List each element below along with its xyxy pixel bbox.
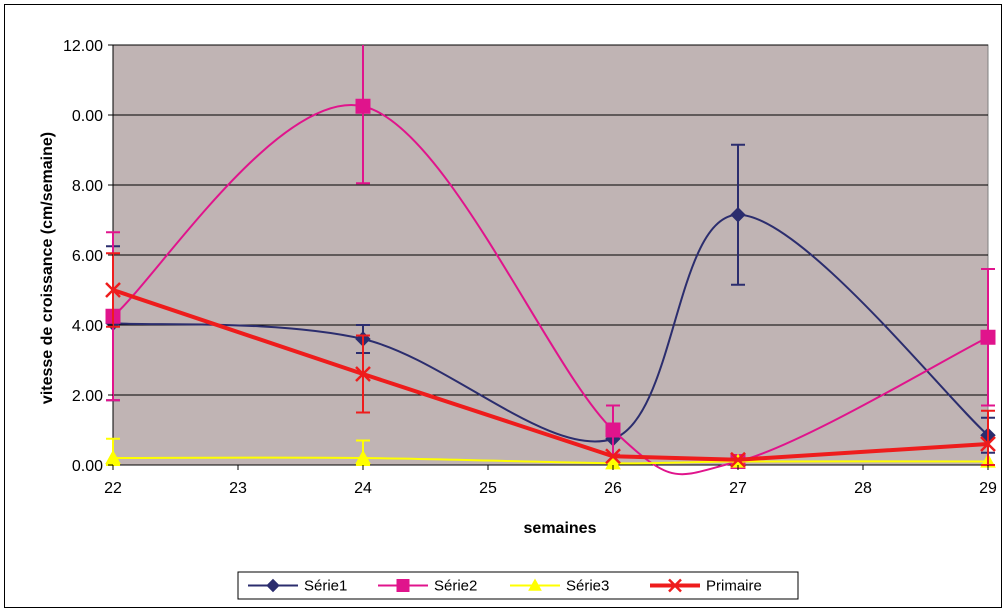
data-point (605, 448, 621, 465)
legend: Série1 Série2 Série3 Primaire (237, 571, 799, 600)
series-line (112, 213, 989, 443)
y-tick-label-0: 12.00 (63, 38, 103, 55)
x-tick-label-5: 27 (729, 480, 747, 497)
series-line (112, 456, 989, 465)
data-point (605, 422, 621, 438)
series-line (112, 103, 989, 476)
y-axis-title: vitesse de croissance (cm/semaine) (39, 132, 56, 404)
x-tick-label-0: 22 (104, 480, 122, 497)
legend-swatch-marker (396, 579, 410, 592)
data-point (730, 207, 746, 223)
data-point (355, 449, 371, 465)
legend-label: Série2 (434, 578, 477, 595)
data-point (105, 282, 121, 298)
legend-label: Série3 (566, 578, 609, 595)
x-tick-label-1: 23 (229, 480, 247, 497)
legend-item-0: Série1 (248, 578, 347, 595)
error-bar (356, 45, 370, 185)
chart-frame: 12.00 0.00 8.00 6.00 4.00 2.00 0.00 22 23 24 25 26 2… (4, 4, 1002, 608)
legend-swatch-marker (528, 578, 542, 591)
x-tick-label-4: 26 (604, 480, 622, 497)
x-tick-label-2: 24 (354, 480, 372, 497)
x-axis-title: semaines (524, 520, 597, 537)
x-tick-label-6: 28 (854, 480, 872, 497)
data-point (730, 451, 746, 468)
series-3 (105, 252, 996, 468)
legend-label: Primaire (706, 578, 762, 595)
legend-item-1: Série2 (378, 578, 477, 595)
legend-item-2: Série3 (510, 578, 609, 595)
data-point (980, 436, 996, 452)
x-tick-label-3: 25 (479, 480, 497, 497)
legend-swatch-marker (266, 578, 280, 593)
y-tick-label-4: 4.00 (72, 318, 103, 335)
y-tick-label-1: 0.00 (72, 108, 103, 125)
y-tick-label-3: 6.00 (72, 248, 103, 265)
data-point (355, 98, 371, 114)
legend-label: Série1 (304, 578, 347, 595)
legend-swatch-marker (668, 578, 682, 593)
data-point (355, 366, 371, 382)
y-tick-label-2: 8.00 (72, 178, 103, 195)
data-point (105, 449, 121, 465)
x-tick-label-7: 29 (979, 480, 997, 497)
y-tick-label-5: 2.00 (72, 388, 103, 405)
legend-item-3: Primaire (650, 578, 762, 595)
data-point (980, 329, 996, 345)
y-tick-label-6: 0.00 (72, 458, 103, 475)
